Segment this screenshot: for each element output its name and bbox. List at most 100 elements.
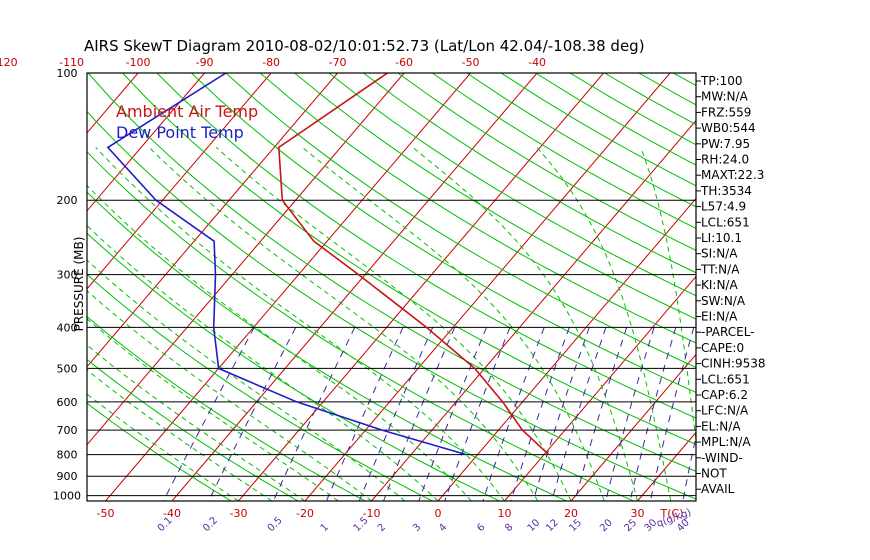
temp-tick-label-bottom: -50 — [97, 507, 115, 520]
temp-tick-label-bottom: 10 — [498, 507, 512, 520]
mixing-ratio-label: 3 — [411, 522, 423, 534]
dry-adiabat-line — [122, 73, 696, 445]
dry-adiabat-line — [87, 191, 567, 501]
plot-frame — [86, 72, 697, 502]
index-label: TP:100 — [700, 74, 743, 88]
dry-adiabat-line — [191, 73, 696, 393]
mixing-ratio-line — [208, 327, 297, 501]
moist-adiabat-line — [87, 224, 439, 501]
pressure-tick-label: 100 — [57, 67, 78, 80]
mixing-ratio-line — [162, 327, 255, 501]
mixing-ratio-label: 12 — [544, 517, 561, 534]
dry-adiabat-line — [777, 73, 870, 501]
temp-tick-label-bottom: 30 — [631, 507, 645, 520]
legend-dew-point-temp: Dew Point Temp — [116, 123, 244, 142]
pressure-tick-label: 700 — [57, 424, 78, 437]
mixing-ratio-line — [532, 327, 590, 501]
index-label: SI:N/A — [701, 247, 738, 261]
mixing-ratio-line — [272, 327, 356, 501]
temp-tick-label-bottom: -20 — [296, 507, 314, 520]
dry-adiabat-line — [294, 73, 696, 320]
moist-adiabat-line — [87, 259, 406, 501]
mixing-ratio-line — [574, 327, 628, 501]
isotherm-line — [304, 73, 671, 501]
dry-adiabat-line — [87, 232, 500, 501]
isotherm-line — [771, 73, 870, 501]
temp-tick-label-bottom: -30 — [230, 507, 248, 520]
pressure-tick-label: 300 — [57, 269, 78, 282]
isotherm-line — [637, 431, 696, 501]
moist-adiabat-line — [536, 147, 672, 501]
mixing-ratio-line — [510, 327, 570, 501]
sounding-profiles — [106, 73, 550, 456]
index-label: RH:24.0 — [701, 153, 749, 167]
isotherm-line — [837, 73, 870, 501]
moist-adiabat-line — [215, 147, 572, 501]
temp-tick-label-top: -60 — [395, 56, 413, 69]
temp-tick-label-top: -100 — [126, 56, 151, 69]
index-label: TH:3534 — [700, 184, 752, 198]
temp-tick-label-bottom: 20 — [564, 507, 578, 520]
mixing-ratio-line — [629, 327, 677, 501]
dry-adiabat-line — [432, 73, 696, 230]
index-label: -WIND- — [701, 451, 743, 465]
temp-tick-label-bottom: 0 — [435, 507, 442, 520]
dry-adiabat-line — [328, 73, 696, 297]
dry-adiabat-line — [87, 110, 696, 500]
isotherm-line — [504, 275, 696, 501]
mixing-ratio-label: 6 — [475, 522, 487, 534]
mixing-ratio-line — [605, 327, 655, 501]
temp-tick-label-top: -80 — [262, 56, 280, 69]
mixing-ratio-line — [551, 327, 607, 501]
mixing-ratio-line — [682, 434, 696, 501]
index-label: MAXT:22.3 — [701, 168, 764, 182]
isotherm-line — [87, 73, 338, 368]
pressure-tick-label: 1000 — [53, 490, 81, 503]
temp-tick-label-top: -90 — [196, 56, 214, 69]
moist-adiabat-line — [640, 147, 696, 445]
pressure-tick-label: 200 — [57, 194, 78, 207]
background-grid — [0, 73, 870, 501]
mixing-ratio-label: 10 — [526, 517, 543, 534]
mixing-ratio-label: 0.5 — [266, 515, 285, 534]
index-label: WB0:544 — [701, 121, 756, 135]
moist-adiabat-line — [412, 147, 638, 501]
mixing-ratio-line — [444, 327, 511, 501]
mixing-ratio-label: 2 — [376, 522, 388, 534]
index-label: EI:N/A — [701, 310, 738, 324]
mixing-ratio-line — [358, 327, 434, 501]
isotherm-line — [87, 73, 205, 212]
moist-adiabat-line — [87, 184, 472, 501]
moist-adiabat-line — [87, 318, 339, 501]
temperature-profile-line — [277, 73, 550, 456]
pressure-tick-label: 500 — [57, 362, 78, 375]
index-label: LCL:651 — [701, 215, 750, 229]
index-label: MPL:N/A — [701, 435, 751, 449]
temp-tick-label-top: -120 — [0, 56, 18, 69]
index-label: MW:N/A — [701, 90, 749, 104]
y-axis-label: PRESSURE (MB) — [72, 237, 86, 332]
index-label: L57:4.9 — [701, 200, 746, 214]
legend: Ambient Air Temp Dew Point Temp — [116, 102, 258, 142]
temp-tick-label-bottom: -10 — [363, 507, 381, 520]
index-label: CAPE:0 — [701, 341, 744, 355]
index-label: LFC:N/A — [701, 404, 749, 418]
index-label: LI:10.1 — [701, 231, 742, 245]
isotherm-line — [0, 73, 5, 501]
index-label: LCL:651 — [701, 372, 750, 386]
dry-adiabat-line — [259, 73, 696, 344]
temp-tick-label-top: -50 — [462, 56, 480, 69]
dry-adiabat-line — [466, 73, 696, 208]
mixing-ratio-label: 0.2 — [201, 515, 220, 534]
pressure-tick-label: 800 — [57, 449, 78, 462]
dry-adiabat-line — [87, 315, 366, 501]
mixing-ratio-label: 8 — [503, 522, 515, 534]
index-label: PW:7.95 — [701, 137, 750, 151]
dry-adiabat-line — [397, 73, 696, 251]
dry-adiabat-line — [742, 73, 870, 501]
index-label: SW:N/A — [701, 294, 746, 308]
index-label: -PARCEL- — [701, 325, 755, 339]
index-label: FRZ:559 — [701, 105, 751, 119]
